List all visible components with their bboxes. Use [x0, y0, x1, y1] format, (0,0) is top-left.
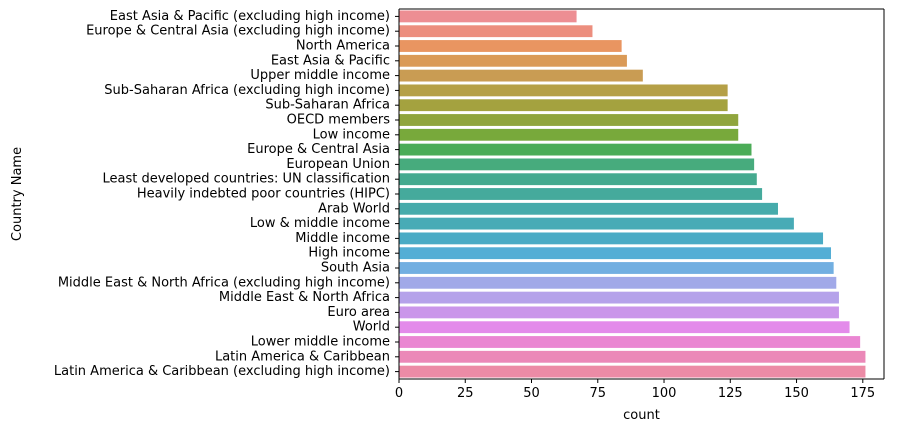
bar — [399, 10, 577, 23]
x-tick-label: 100 — [652, 386, 677, 401]
x-ticks: 0 25 50 75 100 125 150 175 — [395, 379, 875, 401]
y-tick-label: Sub-Saharan Africa (excluding high incom… — [104, 83, 390, 98]
bar — [399, 306, 839, 319]
x-tick-label: 125 — [718, 386, 743, 401]
y-tick-label: North America — [296, 39, 390, 54]
y-tick-label: Middle income — [295, 231, 390, 246]
bar — [399, 25, 593, 38]
y-axis-label: Country Name — [10, 147, 25, 241]
bar — [399, 291, 839, 304]
y-tick-label: World — [353, 320, 390, 335]
bar — [399, 40, 622, 52]
y-tick-label: Middle East & North Africa (excluding hi… — [58, 275, 390, 290]
bar — [399, 99, 728, 112]
y-tick-label: Latin America & Caribbean — [215, 349, 390, 364]
bar — [399, 158, 755, 171]
x-tick-label: 75 — [589, 386, 606, 401]
x-tick-label: 50 — [523, 386, 540, 401]
x-tick-label: 175 — [850, 386, 875, 401]
y-tick-label: Arab World — [318, 201, 390, 216]
y-tick-label: European Union — [286, 157, 390, 172]
bar — [399, 143, 752, 156]
y-tick-label: Upper middle income — [250, 68, 390, 83]
y-tick-label: South Asia — [321, 261, 390, 276]
x-tick-label: 150 — [784, 386, 809, 401]
y-tick-labels: East Asia & Pacific (excluding high inco… — [54, 9, 399, 379]
bar — [399, 114, 739, 126]
bar — [399, 69, 643, 82]
bar — [399, 202, 778, 215]
y-tick-label: Lower middle income — [251, 335, 390, 350]
y-tick-label: Middle East & North Africa — [219, 290, 390, 305]
bar — [399, 188, 763, 200]
y-tick-label: Heavily indebted poor countries (HIPC) — [137, 187, 390, 202]
bar — [399, 321, 850, 334]
bar — [399, 128, 739, 141]
y-tick-label: Low & middle income — [250, 216, 390, 231]
y-tick-label: Latin America & Caribbean (excluding hig… — [54, 364, 390, 379]
bar — [399, 365, 866, 378]
bar — [399, 173, 757, 186]
y-tick-label: Least developed countries: UN classifica… — [103, 172, 391, 187]
bar — [399, 262, 834, 274]
x-tick-label: 0 — [395, 386, 403, 401]
bar — [399, 54, 627, 67]
bar — [399, 276, 837, 289]
bar — [399, 84, 728, 97]
y-tick-label: Europe & Central Asia (excluding high in… — [86, 24, 390, 39]
bar — [399, 247, 831, 260]
x-axis-label: count — [623, 408, 660, 423]
bar — [399, 232, 824, 245]
y-tick-label: East Asia & Pacific (excluding high inco… — [110, 9, 390, 24]
y-tick-label: Euro area — [327, 305, 390, 320]
x-tick-label: 25 — [457, 386, 474, 401]
y-tick-label: Europe & Central Asia — [247, 142, 390, 157]
bars-layer — [399, 10, 866, 378]
bar — [399, 350, 866, 363]
y-tick-label: OECD members — [287, 113, 391, 128]
y-tick-label: Sub-Saharan Africa — [265, 98, 390, 113]
y-tick-label: East Asia & Pacific — [271, 53, 390, 68]
y-tick-label: High income — [308, 246, 390, 261]
y-tick-label: Low income — [313, 127, 390, 142]
bar — [399, 217, 794, 230]
bar — [399, 336, 861, 348]
